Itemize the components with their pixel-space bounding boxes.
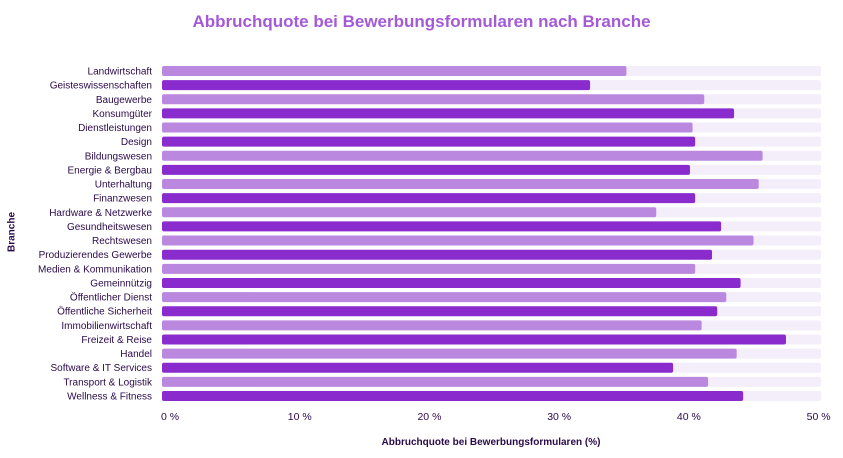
category-label: Transport & Logistik bbox=[63, 377, 153, 388]
bar bbox=[162, 193, 696, 204]
category-label: Dienstleistungen bbox=[78, 123, 152, 134]
bar bbox=[162, 235, 754, 246]
x-tick-label: 0 % bbox=[161, 411, 179, 423]
bar bbox=[162, 80, 591, 91]
category-label: Energie & Bergbau bbox=[67, 165, 152, 176]
bar bbox=[162, 249, 713, 260]
category-label: Design bbox=[121, 137, 152, 148]
bar bbox=[162, 320, 702, 331]
bar bbox=[162, 179, 759, 190]
category-label: Finanzwesen bbox=[93, 194, 152, 205]
bar bbox=[162, 108, 735, 119]
x-axis-label: Abbruchquote bei Bewerbungsformularen (%… bbox=[381, 437, 601, 448]
x-tick-label: 20 % bbox=[417, 411, 441, 423]
bar bbox=[162, 94, 705, 105]
bar bbox=[162, 164, 690, 175]
bar bbox=[162, 66, 627, 76]
category-label: Gemeinnützig bbox=[90, 278, 152, 289]
bar bbox=[162, 136, 696, 147]
category-label: Produzierendes Gewerbe bbox=[39, 250, 153, 261]
bar bbox=[162, 348, 737, 359]
category-label: Bildungswesen bbox=[85, 151, 152, 162]
category-label: Handel bbox=[120, 349, 152, 360]
bar bbox=[162, 263, 696, 274]
category-label: Öffentlicher Dienst bbox=[70, 292, 152, 304]
category-label: Wellness & Fitness bbox=[67, 391, 152, 402]
bar bbox=[162, 334, 786, 345]
bar bbox=[162, 376, 709, 387]
category-label: Hardware & Netzwerke bbox=[49, 208, 152, 219]
category-label: Gesundheitswesen bbox=[67, 222, 152, 233]
bar bbox=[162, 292, 727, 303]
bar bbox=[162, 207, 657, 218]
category-label: Konsumgüter bbox=[93, 109, 153, 120]
x-tick-label: 50 % bbox=[807, 411, 831, 423]
bar bbox=[162, 390, 744, 401]
chart-title: Abbruchquote bei Bewerbungsformularen na… bbox=[192, 12, 651, 31]
category-label: Landwirtschaft bbox=[88, 67, 153, 78]
category-label: Immobilienwirtschaft bbox=[61, 321, 152, 332]
category-label: Baugewerbe bbox=[96, 95, 153, 106]
x-tick-label: 40 % bbox=[677, 411, 701, 423]
bar bbox=[162, 277, 741, 288]
bar bbox=[162, 122, 693, 133]
bar bbox=[162, 362, 674, 373]
category-label: Freizeit & Reise bbox=[81, 335, 152, 346]
category-label: Öffentliche Sicherheit bbox=[57, 306, 152, 318]
category-label: Medien & Kommunikation bbox=[38, 264, 152, 275]
x-tick-label: 30 % bbox=[547, 411, 571, 423]
bar bbox=[162, 306, 718, 317]
bar bbox=[162, 150, 763, 161]
category-label: Unterhaltung bbox=[95, 180, 152, 191]
category-label: Geisteswissenschaften bbox=[50, 81, 152, 92]
bar bbox=[162, 221, 722, 232]
category-label: Software & IT Services bbox=[50, 363, 152, 374]
category-label: Rechtswesen bbox=[92, 236, 152, 247]
x-tick-label: 10 % bbox=[288, 411, 312, 423]
